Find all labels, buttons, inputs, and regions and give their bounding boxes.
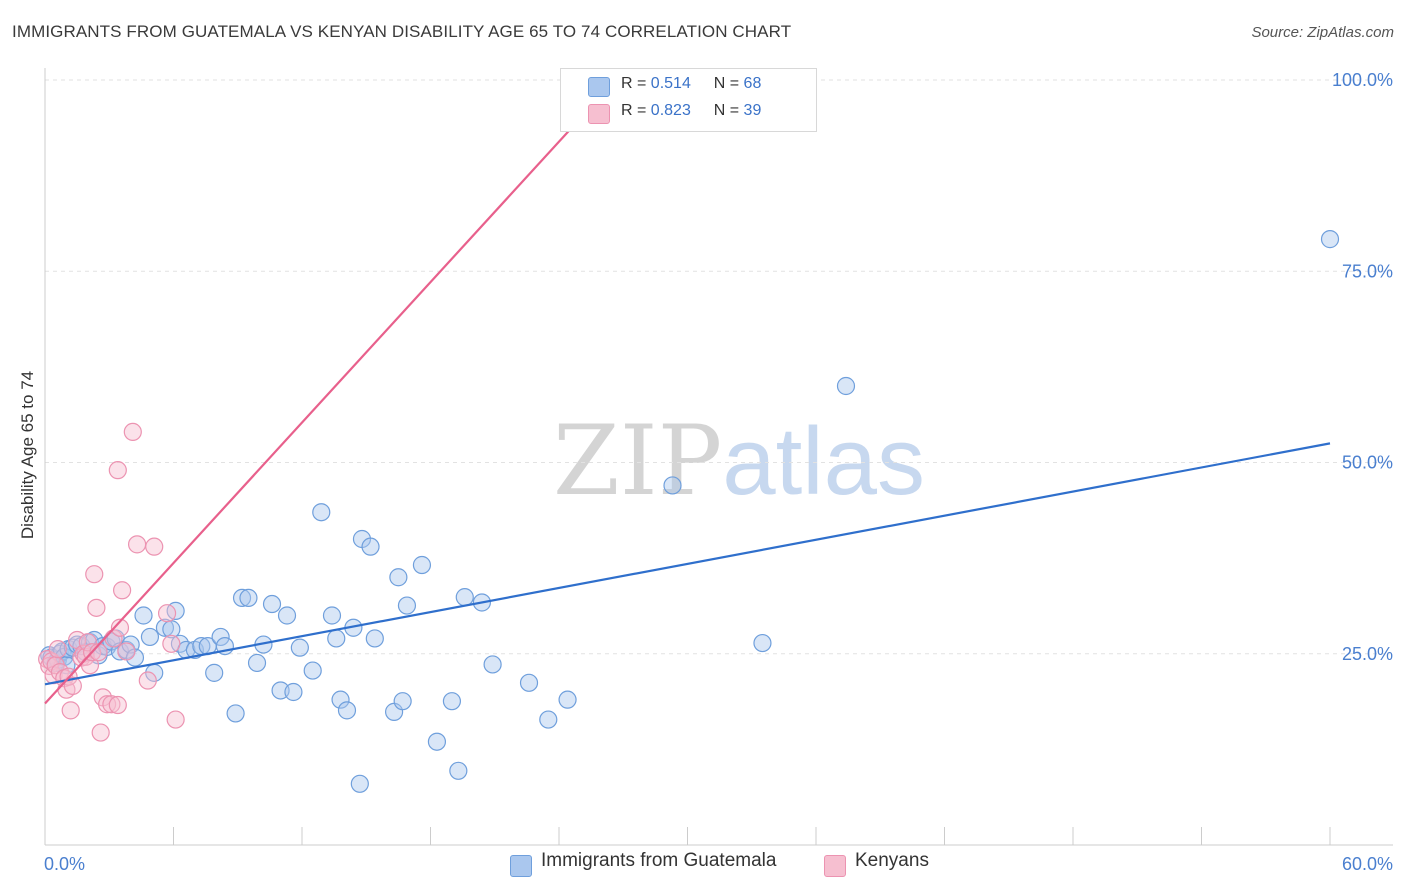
- kenyan-point: [102, 695, 121, 714]
- legend-n-value: 39: [743, 102, 762, 119]
- guatemala-point: [262, 594, 282, 614]
- guatemala-point: [331, 690, 350, 709]
- guatemala-point: [284, 682, 303, 702]
- legend-row-kenyans: R = 0.823 N = 39: [621, 102, 761, 120]
- kenyan-point: [108, 695, 127, 715]
- guatemala-point: [558, 690, 577, 709]
- guatemala-point: [365, 629, 384, 648]
- guatemala-point: [232, 588, 252, 608]
- guatemala-point: [226, 704, 245, 723]
- guatemala-point: [449, 761, 468, 780]
- guatemala-point: [361, 537, 380, 556]
- guatemala-point: [277, 606, 297, 625]
- y-tick-label: 75.0%: [1342, 261, 1393, 281]
- trend-line-guatemala: [44, 442, 1331, 686]
- guatemala-point: [442, 692, 462, 711]
- guatemala-point: [663, 476, 682, 495]
- series-kenyans-points: [38, 70, 584, 742]
- legend-row-guatemala: R = 0.514 N = 68: [621, 75, 761, 93]
- guatemala-point: [239, 588, 258, 608]
- kenyan-point: [145, 537, 164, 556]
- guatemala-point: [290, 638, 309, 657]
- guatemala-point: [155, 618, 175, 637]
- guatemala-point: [412, 555, 432, 575]
- guatemala-point: [303, 661, 322, 680]
- source-label: Source: ZipAtlas.com: [1251, 24, 1394, 41]
- guatemala-point: [337, 701, 357, 720]
- kenyan-point: [61, 701, 80, 720]
- watermark-zip: ZIP: [553, 405, 723, 517]
- tick-labels: 25.0% 50.0% 75.0% 100.0% 0.0% 60.0%: [44, 70, 1393, 874]
- guatemala-point: [140, 627, 160, 647]
- chart-title: IMMIGRANTS FROM GUATEMALA VS KENYAN DISA…: [12, 22, 792, 41]
- kenyan-point: [138, 671, 157, 690]
- guatemala-point: [397, 596, 417, 615]
- y-tick-label: 25.0%: [1342, 644, 1393, 664]
- guatemala-point: [455, 588, 474, 607]
- kenyan-point: [112, 581, 132, 600]
- watermark: ZIPatlas: [553, 405, 925, 517]
- legend-r-label: R =: [621, 102, 647, 119]
- watermark-atlas: atlas: [722, 408, 925, 515]
- guatemala-point: [322, 606, 342, 625]
- bottom-legend-kenyans: Kenyans: [855, 850, 929, 871]
- guatemala-point: [483, 655, 502, 674]
- guatemala-point: [327, 629, 346, 648]
- y-tick-label: 50.0%: [1342, 453, 1393, 473]
- legend-r-value: 0.823: [650, 102, 691, 119]
- legend-swatch-kenyans: [588, 104, 610, 124]
- legend-n-label: N =: [713, 102, 740, 119]
- axes: [44, 68, 1393, 846]
- guatemala-point: [1320, 230, 1340, 249]
- legend-n-label: N =: [713, 75, 740, 92]
- kenyan-point: [127, 535, 147, 554]
- kenyan-point: [48, 640, 67, 659]
- guatemala-point: [205, 663, 224, 682]
- legend-r-label: R =: [621, 75, 647, 92]
- kenyan-point: [91, 723, 110, 742]
- x-tick-label-max: 60.0%: [1342, 854, 1393, 874]
- kenyan-point: [85, 565, 104, 584]
- guatemala-point: [389, 568, 408, 587]
- kenyan-point: [87, 598, 106, 617]
- guatemala-point: [211, 627, 230, 647]
- kenyan-point: [166, 710, 185, 729]
- y-tick-label: 100.0%: [1332, 70, 1393, 90]
- guatemala-point: [836, 376, 856, 396]
- trend-line-kenyans: [44, 117, 582, 705]
- x-tick-label-min: 0.0%: [44, 854, 85, 874]
- kenyan-point: [117, 642, 136, 661]
- kenyan-point: [110, 618, 130, 637]
- kenyan-point: [157, 604, 177, 623]
- legend-r-value: 0.514: [650, 75, 691, 92]
- guatemala-point: [393, 692, 412, 711]
- kenyan-point: [108, 461, 127, 480]
- correlation-legend: R = 0.514 N = 68 R = 0.823 N = 39: [560, 68, 817, 132]
- guatemala-point: [427, 732, 447, 751]
- guatemala-point: [134, 606, 153, 625]
- guatemala-point: [539, 710, 558, 729]
- guatemala-point: [519, 673, 539, 692]
- gridlines: [45, 79, 1390, 655]
- bottom-legend-guatemala: Immigrants from Guatemala: [541, 850, 777, 871]
- guatemala-point: [753, 633, 772, 653]
- legend-swatch-guatemala: [588, 77, 610, 97]
- kenyan-point: [63, 676, 82, 695]
- kenyan-point: [162, 634, 181, 653]
- series-guatemala-points: [40, 230, 1340, 793]
- legend-n-value: 68: [743, 75, 762, 92]
- guatemala-point: [350, 774, 369, 793]
- trend-lines: [44, 117, 1331, 705]
- guatemala-point: [247, 653, 267, 673]
- bottom-legend-swatch-guatemala: [510, 855, 532, 877]
- guatemala-point: [312, 503, 331, 522]
- bottom-legend-swatch-kenyans: [824, 855, 846, 877]
- kenyan-point: [123, 422, 142, 441]
